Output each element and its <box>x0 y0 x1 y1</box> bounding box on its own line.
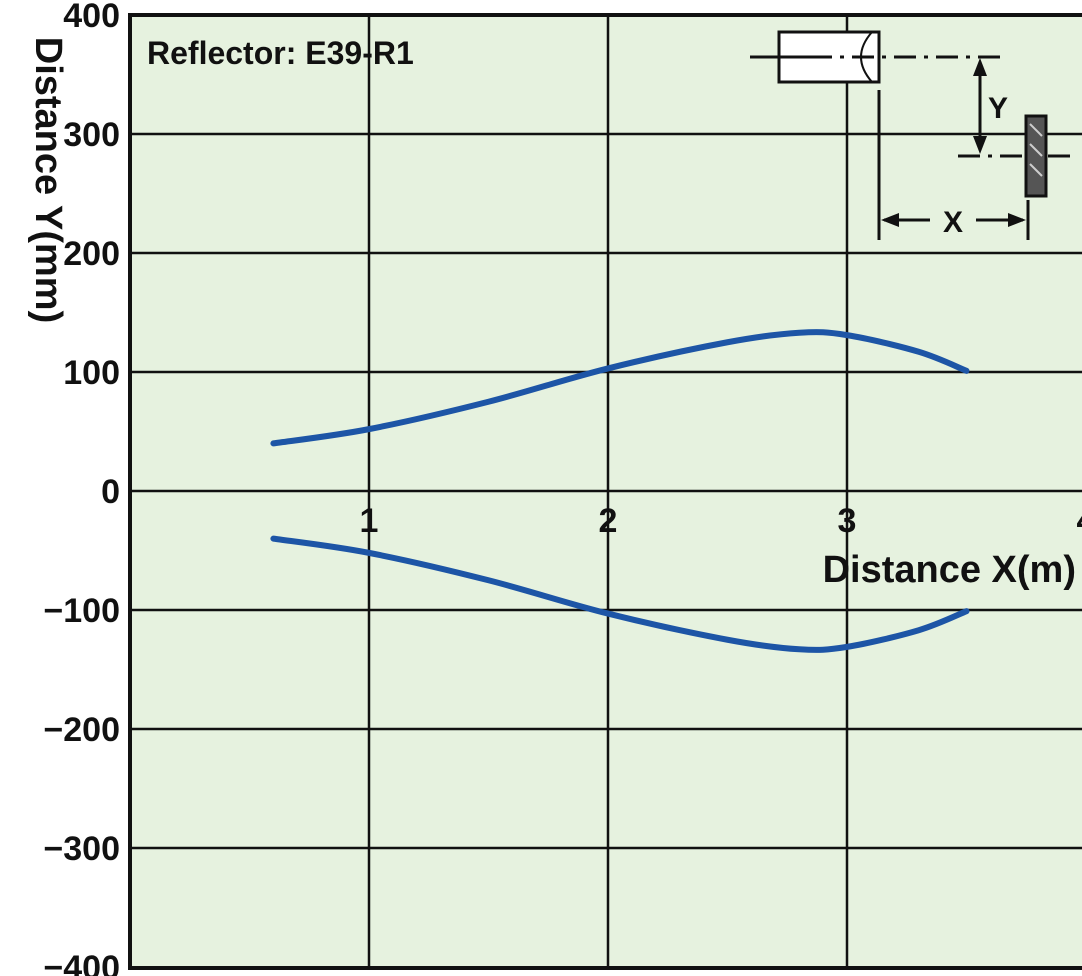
y-tick-label: 0 <box>101 473 120 511</box>
x-tick-label: 4 <box>1077 502 1082 540</box>
y-tick-label: −200 <box>43 711 120 749</box>
y-tick-label: −100 <box>43 592 120 630</box>
x-tick-label: 3 <box>838 502 857 540</box>
y-tick-label: 400 <box>63 0 120 35</box>
y-axis-title: Distance Y(mm) <box>27 37 69 324</box>
x-axis-title: Distance X(m) <box>823 549 1076 591</box>
x-tick-label: 1 <box>360 502 379 540</box>
reflector-body <box>1026 116 1046 196</box>
y-tick-label: 200 <box>63 235 120 273</box>
x-tick-label: 2 <box>599 502 618 540</box>
y-tick-label: 100 <box>63 354 120 392</box>
y-tick-label: −300 <box>43 830 120 868</box>
y-tick-label: 300 <box>63 116 120 154</box>
y-tick-label: −400 <box>43 949 120 976</box>
y-dimension-label: Y <box>988 92 1008 125</box>
chart-annotation: Reflector: E39-R1 <box>147 35 414 71</box>
x-dimension-label: X <box>943 206 963 239</box>
